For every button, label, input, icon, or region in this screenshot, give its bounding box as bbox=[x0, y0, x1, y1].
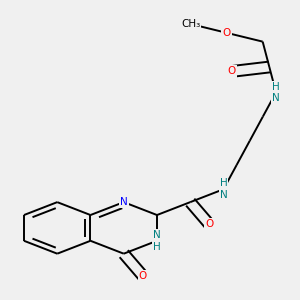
Text: H
N: H N bbox=[272, 82, 280, 103]
Text: O: O bbox=[139, 271, 147, 281]
Text: N: N bbox=[120, 197, 127, 207]
Text: O: O bbox=[223, 28, 231, 38]
Text: O: O bbox=[227, 67, 236, 76]
Text: N
H: N H bbox=[153, 230, 161, 252]
Text: CH₃: CH₃ bbox=[181, 19, 200, 29]
Text: O: O bbox=[205, 220, 214, 230]
Text: H
N: H N bbox=[220, 178, 227, 200]
